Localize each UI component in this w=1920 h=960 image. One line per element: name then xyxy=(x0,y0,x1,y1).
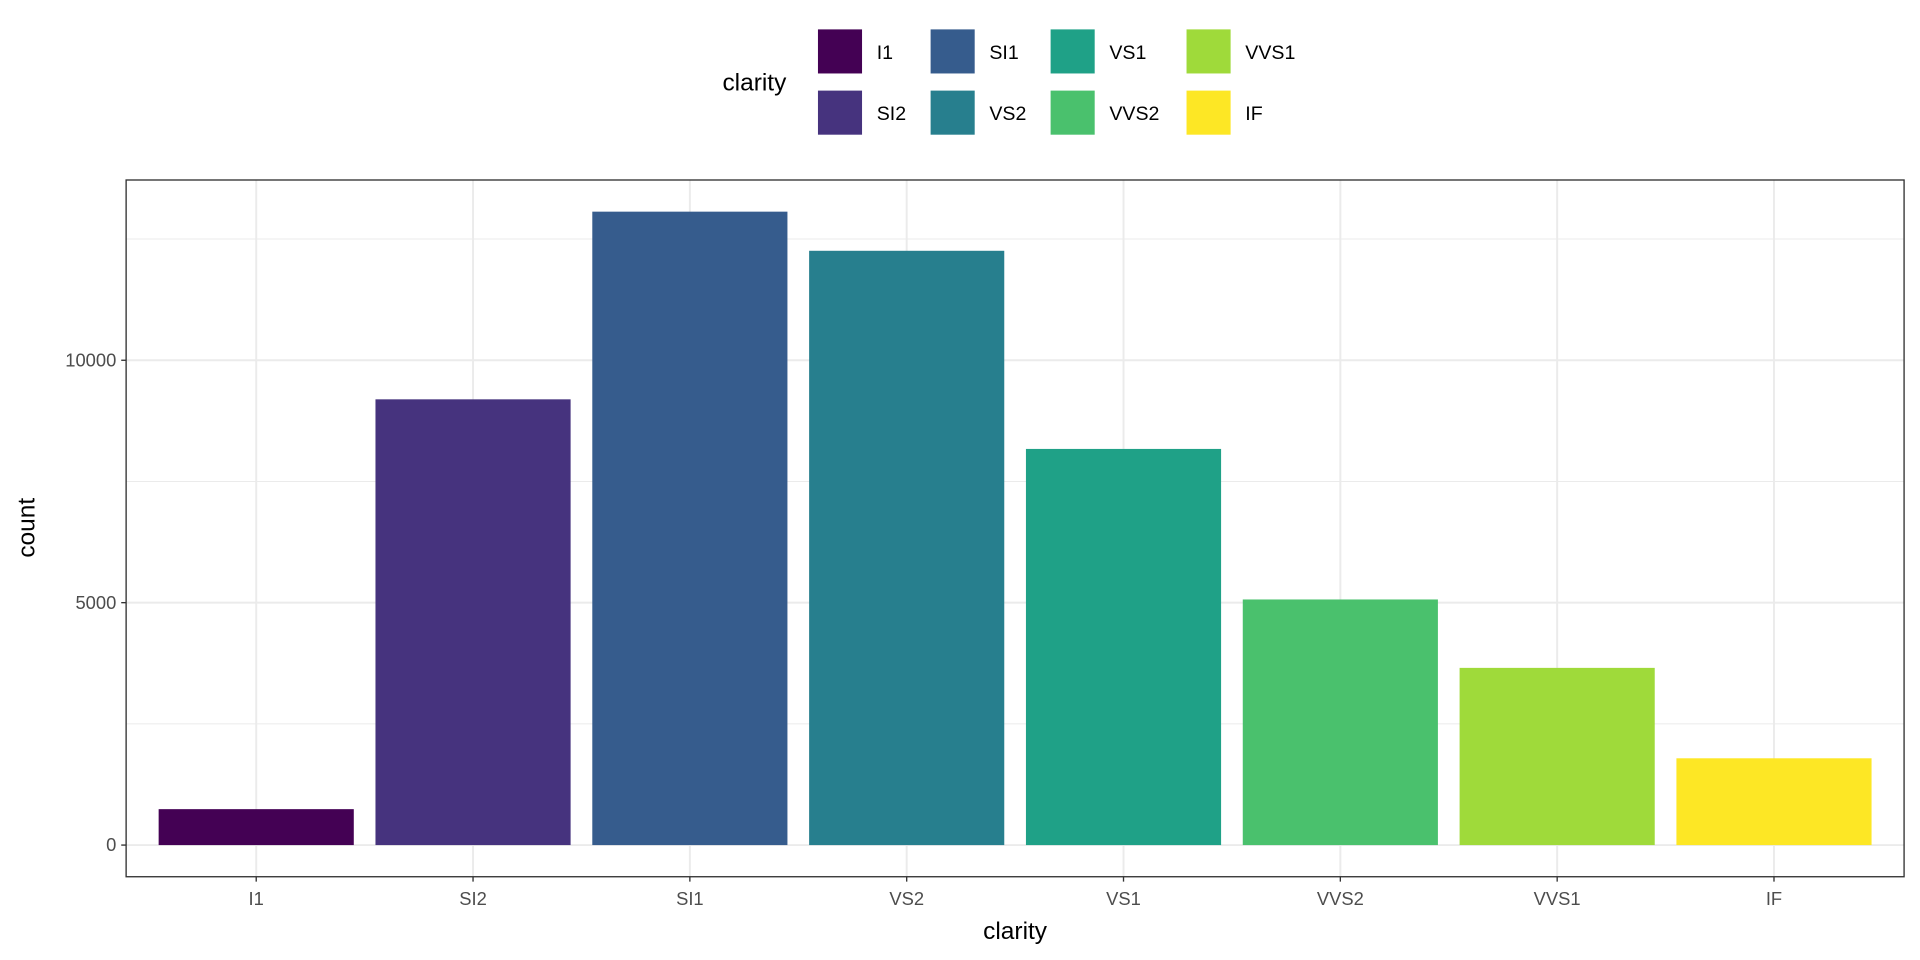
x-tick-label: SI2 xyxy=(459,888,487,909)
legend-key-SI1 xyxy=(930,29,975,74)
x-tick-label: VVS2 xyxy=(1317,888,1364,909)
legend-key-I1 xyxy=(817,29,863,74)
legend-key-SI2 xyxy=(817,90,863,135)
legend-key-VVS1 xyxy=(1186,29,1231,74)
legend-label: SI2 xyxy=(877,103,906,125)
x-tick-label: VS1 xyxy=(1106,888,1141,909)
x-tick-label: VS2 xyxy=(889,888,924,909)
y-tick-label: 5000 xyxy=(75,592,116,613)
y-axis: 0 5000 10000 xyxy=(65,349,127,855)
x-tick-label: VVS1 xyxy=(1534,888,1581,909)
legend-label: IF xyxy=(1245,103,1262,125)
legend-label: SI1 xyxy=(989,42,1018,64)
legend-key-VS1 xyxy=(1050,29,1095,74)
legend-label: VS1 xyxy=(1109,42,1146,64)
bar-VS1 xyxy=(1025,448,1222,846)
legend-label: VS2 xyxy=(989,103,1026,125)
y-tick-label: 10000 xyxy=(65,349,116,370)
legend-title: clarity xyxy=(722,70,787,97)
bar-SI1 xyxy=(592,211,788,846)
legend-key-IF xyxy=(1186,90,1231,135)
legend-label: VVS2 xyxy=(1109,103,1159,125)
legend-label: I1 xyxy=(877,42,893,64)
bar-IF xyxy=(1676,758,1872,846)
bar-VVS1 xyxy=(1459,667,1655,846)
x-tick-label: I1 xyxy=(249,888,264,909)
bar-VS2 xyxy=(809,250,1005,846)
x-tick-label: IF xyxy=(1766,888,1782,909)
bars xyxy=(158,211,1872,846)
bar-I1 xyxy=(158,809,354,846)
bar-SI2 xyxy=(375,399,571,846)
x-axis: I1 SI2 SI1 VS2 VS1 VVS2 VVS1 IF xyxy=(249,876,1782,909)
legend-key-VS2 xyxy=(930,90,975,135)
x-tick-label: SI1 xyxy=(676,888,704,909)
panel-border xyxy=(125,179,1905,878)
legend: clarity I1 SI2 SI1 VS2 VS1 VVS2 VVS1 IF xyxy=(722,29,1295,135)
legend-key-VVS2 xyxy=(1050,90,1095,135)
bar-VVS2 xyxy=(1242,599,1438,846)
legend-label: VVS1 xyxy=(1245,42,1295,64)
y-tick-label: 0 xyxy=(106,834,116,855)
x-axis-title: clarity xyxy=(983,918,1048,945)
y-axis-title: count xyxy=(13,498,40,558)
